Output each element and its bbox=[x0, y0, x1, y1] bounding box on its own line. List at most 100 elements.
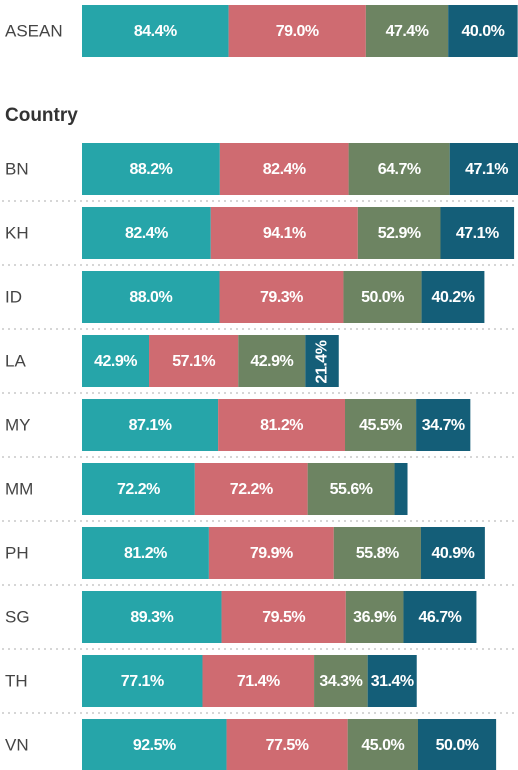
category-label: BN bbox=[5, 159, 29, 178]
category-label: PH bbox=[5, 543, 29, 562]
bar-segment bbox=[82, 591, 222, 643]
bar-segment bbox=[421, 271, 485, 323]
category-label: TH bbox=[5, 671, 28, 690]
bar-segment bbox=[416, 399, 471, 451]
value-label: 81.2% bbox=[260, 417, 303, 434]
bar-segment bbox=[348, 143, 450, 195]
value-label: 88.2% bbox=[129, 161, 172, 178]
bar-segment bbox=[82, 271, 220, 323]
bar-segment bbox=[333, 527, 421, 579]
bar-segment bbox=[82, 335, 150, 387]
value-label: 79.9% bbox=[250, 545, 293, 562]
bar-segment bbox=[417, 719, 497, 770]
value-label: 64.7% bbox=[378, 161, 421, 178]
category-label: MY bbox=[5, 415, 31, 434]
value-label: 46.7% bbox=[419, 609, 462, 626]
bar-segment bbox=[343, 271, 422, 323]
category-label: KH bbox=[5, 223, 29, 242]
bar-segment bbox=[367, 655, 417, 707]
value-label: 57.1% bbox=[172, 353, 215, 370]
bar-segment bbox=[440, 207, 515, 259]
value-label: 36.9% bbox=[353, 609, 396, 626]
bar-segment bbox=[347, 719, 418, 770]
bar-segment bbox=[82, 399, 219, 451]
value-label: 79.0% bbox=[276, 23, 319, 40]
value-label: 82.4% bbox=[263, 161, 306, 178]
bar-segment bbox=[238, 335, 306, 387]
bar-segment bbox=[149, 335, 239, 387]
bar-segment bbox=[82, 207, 211, 259]
value-label: 45.0% bbox=[361, 737, 404, 754]
value-label: 88.0% bbox=[129, 289, 172, 306]
category-label: LA bbox=[5, 351, 26, 370]
value-label: 79.5% bbox=[262, 609, 305, 626]
value-label: 77.1% bbox=[121, 673, 164, 690]
value-label: 92.5% bbox=[133, 737, 176, 754]
bar-segment bbox=[82, 143, 220, 195]
category-label: ASEAN bbox=[5, 21, 63, 40]
bar-segment bbox=[228, 5, 366, 57]
value-label: 47.1% bbox=[465, 161, 508, 178]
value-label: 87.1% bbox=[129, 417, 172, 434]
value-label: 40.0% bbox=[461, 23, 504, 40]
value-label: 72.2% bbox=[230, 481, 273, 498]
value-label: 72.2% bbox=[117, 481, 160, 498]
category-label: ID bbox=[5, 287, 22, 306]
bar-segment bbox=[194, 463, 308, 515]
value-label: 42.9% bbox=[250, 353, 293, 370]
bar-segment bbox=[82, 527, 209, 579]
value-label: 47.1% bbox=[456, 225, 499, 242]
value-label: 55.6% bbox=[330, 481, 373, 498]
bar-segment bbox=[208, 527, 334, 579]
value-label: 40.2% bbox=[432, 289, 475, 306]
value-label: 82.4% bbox=[125, 225, 168, 242]
bar-segment bbox=[82, 463, 195, 515]
value-label: 77.5% bbox=[266, 737, 309, 754]
value-label: 50.0% bbox=[361, 289, 404, 306]
value-label: 42.9% bbox=[94, 353, 137, 370]
bar-segment bbox=[403, 591, 477, 643]
bar-segment bbox=[202, 655, 315, 707]
category-label: VN bbox=[5, 735, 29, 754]
bar-segment bbox=[82, 719, 227, 770]
bar-segment bbox=[210, 207, 358, 259]
value-label: 81.2% bbox=[124, 545, 167, 562]
bar-segment bbox=[305, 335, 339, 387]
bar-segment bbox=[307, 463, 395, 515]
value-label: 40.9% bbox=[431, 545, 474, 562]
bar-segment bbox=[226, 719, 348, 770]
bar-segment bbox=[449, 143, 518, 195]
bar-segment bbox=[218, 399, 346, 451]
section-title: Country bbox=[5, 105, 78, 126]
bar-segment bbox=[394, 463, 408, 515]
bar-segment bbox=[357, 207, 441, 259]
bar-segment bbox=[345, 399, 417, 451]
bar-segment bbox=[448, 5, 518, 57]
value-label: 84.4% bbox=[134, 23, 177, 40]
value-label: 71.4% bbox=[237, 673, 280, 690]
bar-segment bbox=[219, 143, 349, 195]
bar-segment bbox=[82, 655, 203, 707]
value-label: 34.7% bbox=[422, 417, 465, 434]
value-label: 55.8% bbox=[356, 545, 399, 562]
bar-segment bbox=[345, 591, 404, 643]
bar-segment bbox=[420, 527, 485, 579]
bar-segment bbox=[219, 271, 344, 323]
bar-segment bbox=[365, 5, 449, 57]
value-label: 52.9% bbox=[378, 225, 421, 242]
value-label: 21.4% bbox=[313, 340, 330, 383]
bar-segment bbox=[221, 591, 346, 643]
bar-segment bbox=[314, 655, 368, 707]
value-label: 45.5% bbox=[359, 417, 402, 434]
category-label: SG bbox=[5, 607, 30, 626]
value-label: 47.4% bbox=[386, 23, 429, 40]
category-label: MM bbox=[5, 479, 33, 498]
value-label: 31.4% bbox=[371, 673, 414, 690]
value-label: 89.3% bbox=[130, 609, 173, 626]
value-label: 50.0% bbox=[436, 737, 479, 754]
value-label: 94.1% bbox=[263, 225, 306, 242]
bar-segment bbox=[82, 5, 229, 57]
value-label: 79.3% bbox=[260, 289, 303, 306]
value-label: 34.3% bbox=[319, 673, 362, 690]
